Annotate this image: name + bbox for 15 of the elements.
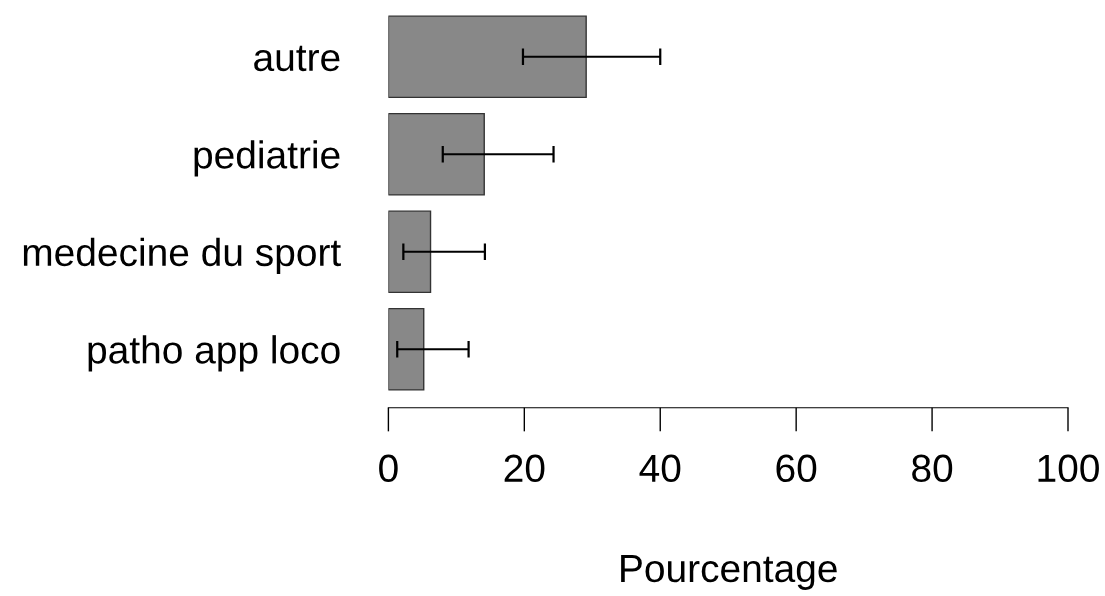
bar xyxy=(388,210,432,294)
x-tick-label: 40 xyxy=(639,454,681,483)
bar xyxy=(388,307,425,391)
y-tick-label: pediatrie xyxy=(194,140,340,177)
x-tick-label: 80 xyxy=(912,454,953,483)
y-tick-label: patho app loco xyxy=(88,335,340,372)
x-tick-label: 0 xyxy=(379,454,398,483)
bar xyxy=(388,15,587,99)
x-tick-label: 100 xyxy=(1038,454,1099,483)
x-axis-title: Pourcentage xyxy=(621,555,837,590)
y-tick-label: medecine du sport xyxy=(23,237,341,274)
bar xyxy=(388,112,485,196)
x-tick-label: 60 xyxy=(776,454,817,483)
y-tick-label: autre xyxy=(254,45,340,72)
x-tick-label: 20 xyxy=(504,454,545,483)
